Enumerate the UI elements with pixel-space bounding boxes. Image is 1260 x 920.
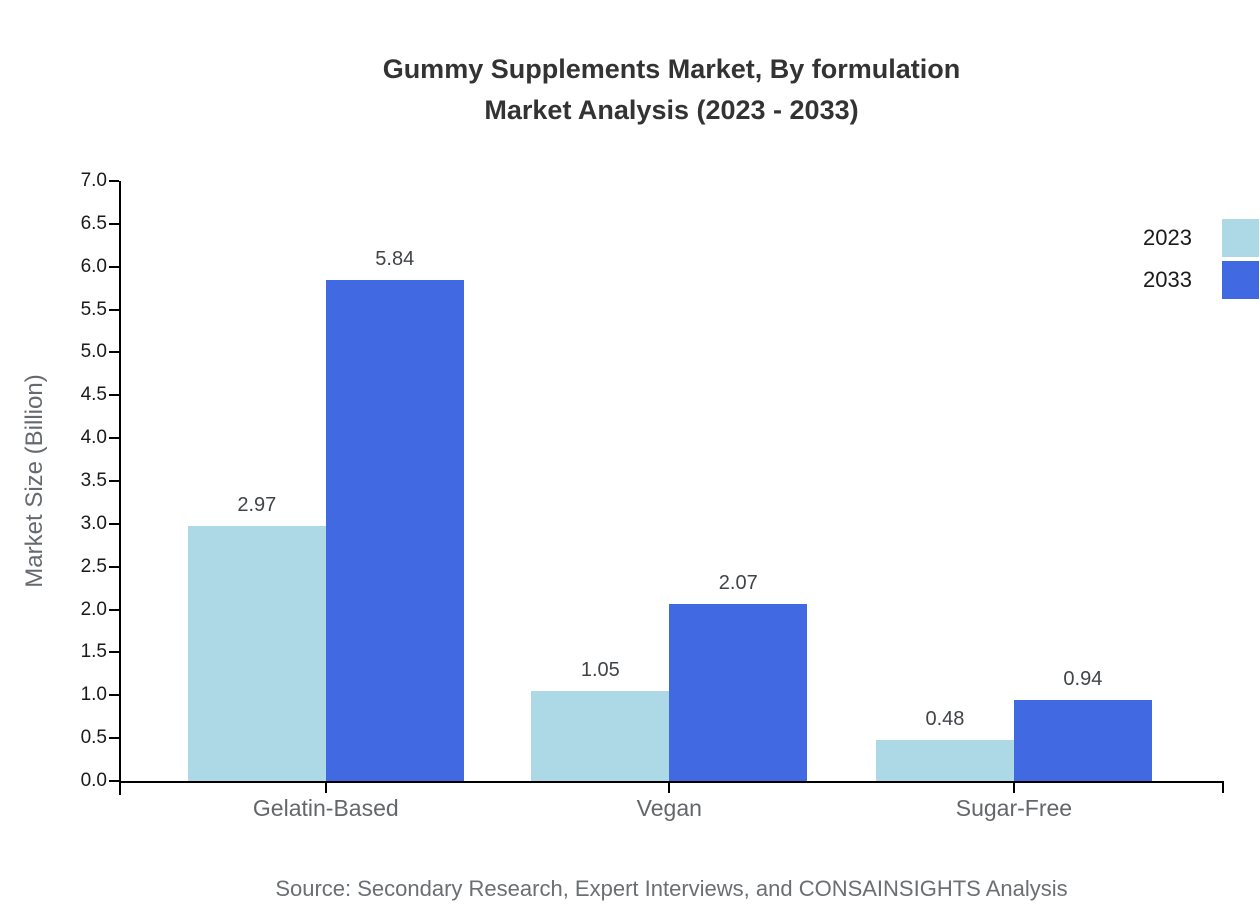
y-axis-tick-label: 1.0 [80,684,107,706]
bar-2033-vegan [669,603,808,781]
legend-swatch-2023 [1222,219,1259,257]
bar-value-label-2033-vegan: 2.07 [718,571,758,594]
y-axis-tick-label: 0.0 [80,770,107,791]
y-axis-tick [109,522,119,525]
y-axis-tick [109,308,119,311]
bar-value-label-2033-gelatin-based: 5.84 [375,248,415,271]
y-axis-tick [109,394,119,397]
bar-2033-gelatin-based [325,280,464,781]
x-axis-tick [668,781,671,793]
y-axis-tick [109,608,119,611]
y-axis-tick-label: 7.0 [80,170,107,191]
y-axis-bottom-extension [119,781,121,795]
y-axis-tick-label: 6.5 [80,212,107,234]
chart-title: Gummy Supplements Market, By formulation… [121,49,1222,131]
bar-value-label-2023-vegan: 1.05 [580,659,620,681]
x-axis-category-label-vegan: Vegan [636,795,702,821]
y-axis-tick-label: 6.0 [80,255,107,277]
y-axis-tick-label: 4.0 [80,427,107,449]
y-axis-tick [109,651,119,654]
bar-2023-sugar-free [875,739,1014,781]
y-axis-tick-label: 2.0 [80,598,107,620]
chart-title-line-1: Gummy Supplements Market, By formulation [382,54,961,84]
x-axis-tick [324,781,327,793]
y-axis-tick [109,780,119,782]
x-axis-category-label-sugar-free: Sugar-Free [955,795,1073,821]
plot-area: 0.0 0.5 1.0 1.5 2.0 2.5 3.0 3.5 4.0 4.5 5.0 5.5 6.0 6… [81,170,1224,821]
x-axis-category-label-gelatin-based: Gelatin-Based [252,795,399,821]
chart-title-line-2: Market Analysis (2023 - 2033) [484,95,859,125]
bar-2023-gelatin-based [187,526,326,781]
y-axis-tick [109,737,119,740]
y-axis-tick-label: 3.0 [80,512,107,534]
y-axis-tick-label: 0.5 [80,727,107,749]
y-axis-tick [109,180,119,182]
x-axis-tick [1012,781,1015,793]
y-axis-tick [109,222,119,225]
legend-label-2023: 2023 [1143,225,1192,250]
bar-value-label-2023-sugar-free: 0.48 [925,707,965,730]
legend-item-2033: 2033 [1143,261,1259,299]
x-axis-end-tick [1222,781,1224,793]
y-axis-tick [109,694,119,697]
legend-label-2033: 2033 [1143,267,1192,292]
bar-2033-sugar-free [1013,700,1152,781]
y-axis-tick-label: 4.5 [80,384,107,406]
legend: 2023 2033 [1143,219,1259,299]
y-axis-tick-label: 5.5 [80,298,107,320]
y-axis-tick-label: 5.0 [80,341,107,363]
source-text: Source: Secondary Research, Expert Inter… [275,876,1068,901]
bar-value-label-2033-sugar-free: 0.94 [1063,668,1103,691]
y-axis-title: Market Size (Billion) [21,374,48,588]
y-axis-tick [109,351,119,354]
legend-item-2023: 2023 [1143,219,1259,257]
y-axis-tick [109,437,119,440]
legend-swatch-2033 [1222,261,1259,299]
y-axis-tick-label: 2.5 [80,555,107,577]
y-axis-tick [109,265,119,268]
y-axis-tick [109,480,119,482]
y-axis-tick-label: 3.5 [80,470,107,491]
y-axis-tick [109,565,119,568]
bar-2023-vegan [531,691,670,781]
bar-value-label-2023-gelatin-based: 2.97 [237,494,277,517]
y-axis-tick-label: 1.5 [80,641,107,663]
